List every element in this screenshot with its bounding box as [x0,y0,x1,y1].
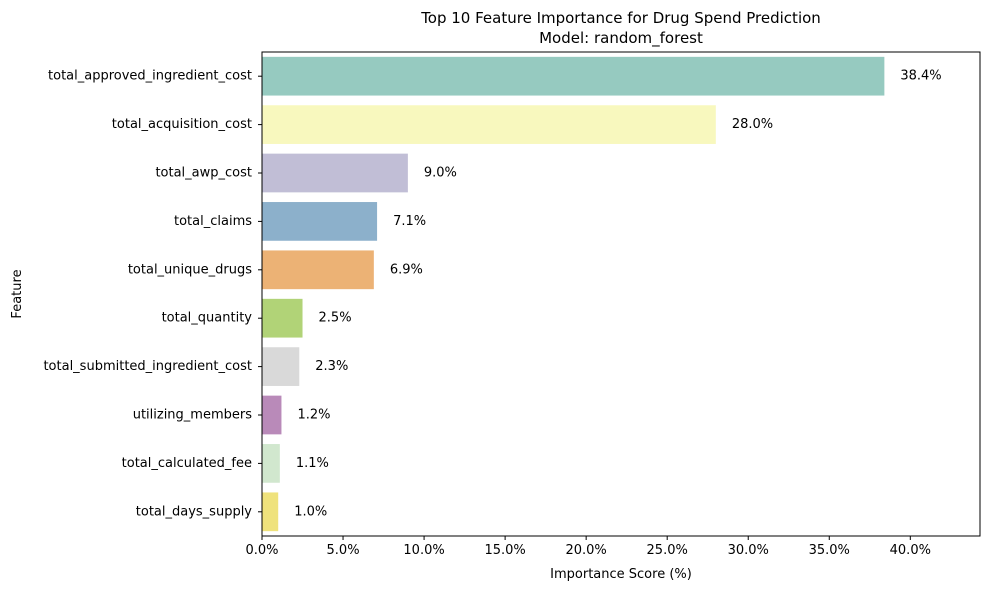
data-label: 2.5% [319,311,352,326]
axes-frame [261,51,981,537]
y-tick-label: total_awp_cost [155,166,252,181]
data-label: 1.2% [297,408,330,423]
x-tick-label: 25.0% [647,543,688,558]
y-axis-title: Feature [10,269,25,318]
data-label: 6.9% [390,262,423,277]
chart-subtitle: Model: random_forest [539,29,703,47]
x-tick-label: 20.0% [565,543,606,558]
y-tick-label: total_submitted_ingredient_cost [43,359,252,374]
x-tick-label: 0.0% [245,543,278,558]
data-label: 28.0% [732,117,773,132]
data-label: 2.3% [315,359,348,374]
y-tick-label: total_unique_drugs [128,262,252,277]
bar [262,347,300,386]
bar [262,395,282,435]
x-axis-title: Importance Score (%) [550,567,692,582]
bar [262,298,303,338]
y-tick-label: total_approved_ingredient_cost [48,69,252,84]
data-label: 9.0% [424,166,457,181]
y-tick-label: total_calculated_fee [122,456,252,471]
x-tick-label: 40.0% [890,543,931,558]
x-tick-label: 35.0% [809,543,850,558]
bar [262,444,280,483]
y-tick-label: utilizing_members [133,408,253,423]
data-label: 7.1% [393,214,426,229]
x-tick-label: 30.0% [728,543,769,558]
data-label: 1.1% [296,456,329,471]
bar [262,153,408,193]
data-label: 38.4% [900,69,941,84]
data-label: 1.0% [294,504,327,519]
bar [262,105,716,144]
x-tick-label: 10.0% [403,543,444,558]
x-tick-label: 15.0% [484,543,525,558]
x-tick-label: 5.0% [327,543,360,558]
y-tick-label: total_acquisition_cost [112,117,252,132]
bar [262,56,885,96]
bar [262,202,378,241]
bar [262,492,279,532]
bar [262,250,374,290]
y-tick-label: total_days_supply [136,504,253,519]
chart-title: Top 10 Feature Importance for Drug Spend… [421,9,821,27]
y-tick-label: total_quantity [162,311,253,326]
y-tick-label: total_claims [174,214,252,229]
